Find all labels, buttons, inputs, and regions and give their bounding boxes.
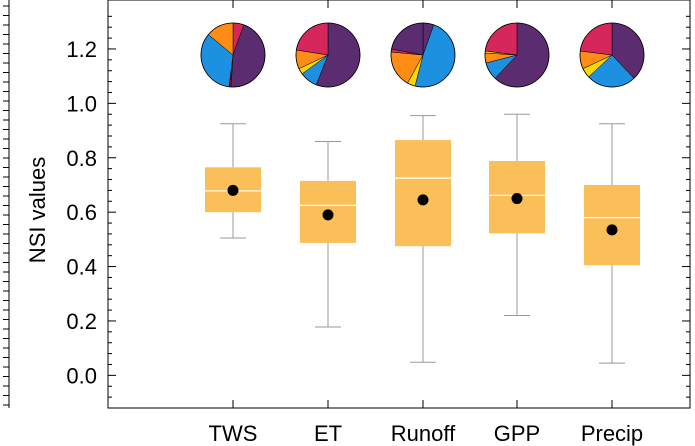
mean-marker: [227, 184, 239, 196]
pie-et: [295, 22, 361, 88]
mean-marker: [322, 209, 334, 221]
pie-tws: [200, 22, 266, 88]
y-tick-label: 0.6: [66, 200, 97, 225]
pie-slice: [579, 22, 613, 56]
x-tick-label: TWS: [209, 421, 258, 446]
x-tick-label: GPP: [494, 421, 540, 446]
pie-precip: [579, 22, 645, 88]
x-tick-label: Precip: [581, 421, 643, 446]
x-tick-label: ET: [314, 421, 342, 446]
pie-slice: [484, 22, 518, 56]
pie-outline: [200, 22, 266, 88]
pie-runoff: [390, 22, 456, 88]
pie-outline: [579, 22, 645, 88]
box-body: [395, 140, 451, 247]
y-tick-label: 0.0: [66, 363, 97, 388]
pie-slice: [296, 22, 329, 56]
box-tws: [205, 123, 261, 239]
mean-marker: [606, 224, 618, 236]
mean-marker: [511, 193, 523, 205]
box-series: [205, 113, 640, 364]
pie-gpp: [484, 22, 550, 88]
y-tick-label: 1.0: [66, 91, 97, 116]
pie-outline: [390, 22, 456, 88]
box-precip: [584, 123, 640, 364]
y-axis-title: NSI values: [25, 157, 50, 263]
y-axis: 0.0 0.2 0.4 0.6 0.8 1.0 1.2: [66, 15, 690, 398]
y-tick-label: 0.8: [66, 146, 97, 171]
left-edge-ticks: [3, 0, 10, 408]
pie-insets: [200, 22, 645, 88]
mean-marker: [417, 194, 429, 206]
box-et: [300, 140, 356, 328]
x-tick-label: Runoff: [391, 421, 456, 446]
plot-frame: [107, 0, 691, 409]
y-tick-label: 0.2: [66, 309, 97, 334]
y-tick-label: 1.2: [66, 37, 97, 62]
y-tick-label: 0.4: [66, 255, 97, 280]
pie-outline: [484, 22, 550, 88]
pie-outline: [295, 22, 361, 88]
box-gpp: [489, 113, 545, 317]
box-runoff: [395, 115, 451, 363]
x-axis: TWS ET Runoff GPP Precip: [209, 0, 643, 446]
